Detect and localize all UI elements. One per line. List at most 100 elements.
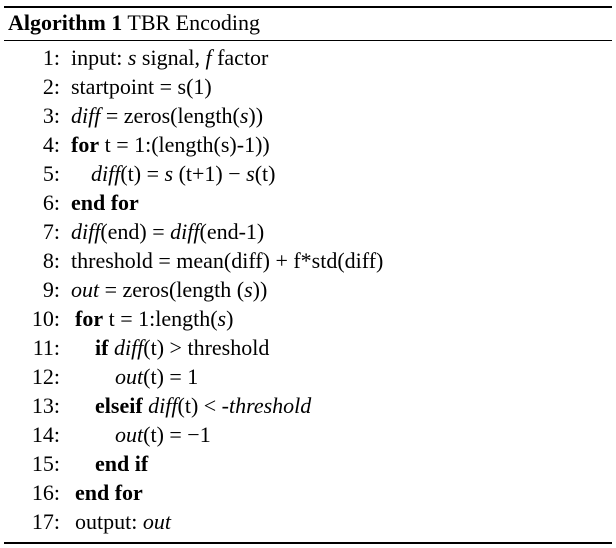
code-text: input: [71,45,128,70]
code-text: startpoint = s(1) [71,74,212,99]
algorithm-title: TBR Encoding [127,10,260,35]
line-code: if diff(t) > threshold [95,333,269,362]
line-code: end for [71,188,139,217]
header-rule [4,40,612,41]
code-text: (t) = [120,161,165,186]
code-text: factor [211,45,269,70]
variable: diff [91,161,121,186]
code-text: )) [248,103,264,128]
algorithm-line: 1: input: s signal, f factor [4,43,612,72]
code-text: ) [226,306,234,331]
code-text: = zeros(length( [100,103,240,128]
line-number: 7: [42,219,60,244]
code-text: (t) > threshold [143,335,270,360]
bottom-rule [4,542,612,544]
variable: s [164,161,174,186]
algorithm-line: 17: output: out [4,507,612,536]
algorithm-line: 8: threshold = mean(diff) + f*std(diff) [4,246,612,275]
line-code: output: out [75,507,171,536]
algorithm-line: 4: for t = 1:(length(s)-1)) [4,130,612,159]
variable: out [71,277,100,302]
line-code: out(t) = −1 [115,420,211,449]
line-code: out = zeros(length (s)) [71,275,267,304]
algorithm-line: 6: end for [4,188,612,217]
algorithm-line: 16: end for [4,478,612,507]
line-number: 1: [42,45,60,70]
algorithm-line: 11: if diff(t) > threshold [4,333,612,362]
line-number: 8: [42,248,60,273]
line-code: diff(end) = diff(end-1) [71,217,264,246]
line-code: elseif diff(t) < -threshold [95,391,311,420]
variable: out [115,422,144,447]
algorithm-line: 14: out(t) = −1 [4,420,612,449]
variable: diff [113,335,144,360]
line-code: out(t) = 1 [115,362,198,391]
keyword: end for [71,190,139,215]
line-code: end for [75,478,143,507]
keyword: elseif [95,393,143,418]
algorithm-line: 5: diff(t) = s (t+1) − s(t) [4,159,612,188]
keyword: end if [95,451,149,476]
algorithm-line: 9: out = zeros(length (s)) [4,275,612,304]
code-text: threshold = mean(diff) + f*std(diff) [71,248,384,273]
variable: diff [71,103,101,128]
variable: f [205,45,212,70]
line-number: 10: [31,306,60,331]
variable: diff [170,219,200,244]
line-number: 6: [42,190,60,215]
algorithm-label: Algorithm 1 [8,10,123,35]
line-number: 3: [42,103,60,128]
line-code: diff(t) = s (t+1) − s(t) [91,159,276,188]
line-number: 17: [31,509,60,534]
algorithm-line: 13: elseif diff(t) < -threshold [4,391,612,420]
algorithm-line: 12: out(t) = 1 [4,362,612,391]
code-text: t = 1:length( [103,306,218,331]
code-text: (t) < [177,393,222,418]
code-text: )) [252,277,268,302]
code-text: signal, [136,45,206,70]
line-number: 13: [31,393,60,418]
code-text: (end) = [100,219,171,244]
variable: s [239,103,249,128]
line-code: startpoint = s(1) [71,72,212,101]
code-text: (t) [254,161,276,186]
code-text: (t) = −1 [143,422,211,447]
variable: diff [148,393,178,418]
variable: s [246,161,255,186]
algorithm-line: 2: startpoint = s(1) [4,72,612,101]
line-number: 11: [32,335,60,360]
line-number: 12: [31,364,60,389]
code-text: (t) = 1 [143,364,199,389]
line-number: 15: [31,451,60,476]
algorithm-line: 10: for t = 1:length(s) [4,304,612,333]
line-number: 4: [42,132,60,157]
variable: out [142,509,171,534]
code-text: (end-1) [199,219,265,244]
line-number: 2: [42,74,60,99]
line-code: for t = 1:length(s) [75,304,233,333]
line-number: 16: [31,480,60,505]
variable: -threshold [221,393,312,418]
line-number: 5: [42,161,60,186]
top-rule [4,6,612,8]
code-text: = zeros(length ( [99,277,245,302]
code-text: t = 1:(length(s)-1)) [99,132,270,157]
variable: s [244,277,253,302]
variable: s [127,45,137,70]
line-code: end if [95,449,148,478]
algorithm-line: 7: diff(end) = diff(end-1) [4,217,612,246]
algorithm-header: Algorithm 1 TBR Encoding [4,8,612,38]
keyword: for [71,132,100,157]
keyword: end for [75,480,143,505]
algorithm-line: 3: diff = zeros(length(s)) [4,101,612,130]
keyword: for [75,306,104,331]
line-number: 14: [31,422,60,447]
algorithm-box: Algorithm 1 TBR Encoding 1: input: s sign… [4,6,612,544]
algorithm-body: 1: input: s signal, f factor 2: startpoint … [4,41,612,536]
line-code: diff = zeros(length(s)) [71,101,263,130]
line-code: input: s signal, f factor [71,43,268,72]
variable: diff [71,219,101,244]
variable: out [115,364,144,389]
code-text: output: [75,509,143,534]
code-text: (t+1) − [173,161,247,186]
